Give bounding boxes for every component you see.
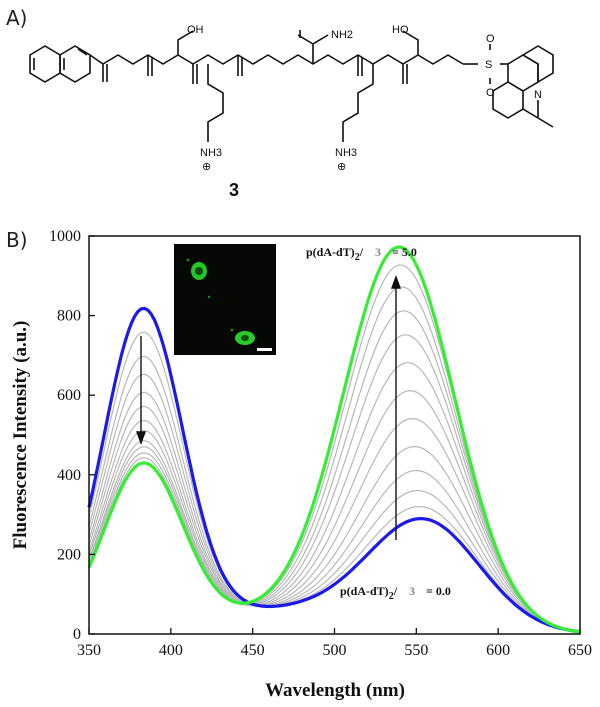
positive-charge-icon: ⊕ xyxy=(202,161,211,173)
x-tick-label: 500 xyxy=(323,642,347,659)
y-tick-label: 0 xyxy=(73,626,81,643)
y-axis-ticks: 0 200 400 600 800 1000 xyxy=(49,228,95,643)
spectrum-intermediate xyxy=(88,391,581,633)
dimethylamino-label: N xyxy=(534,89,542,101)
decrease-arrowhead xyxy=(136,431,146,446)
positive-charge-icon: ⊕ xyxy=(337,161,346,173)
spectrum-intermediate xyxy=(88,362,581,633)
chemical-structure: OH NH2 HO NH3 ⊕ NH3 ⊕ S O O N 3 xyxy=(29,24,554,200)
hydroxyl-label-1: OH xyxy=(187,24,204,36)
y-tick-label: 600 xyxy=(57,387,81,404)
spectrum-final xyxy=(87,245,581,634)
ammonium-label-2: NH3 xyxy=(335,147,357,159)
naphthalene-ring-2 xyxy=(59,45,91,83)
x-tick-label: 600 xyxy=(486,642,510,659)
spectrum-intermediate xyxy=(88,389,581,633)
sulfur-label: S xyxy=(485,59,492,71)
y-tick-label: 200 xyxy=(57,546,81,563)
scale-bar xyxy=(257,348,272,351)
fluorescence-chart: 350 400 450 500 550 600 650 02004006008001000 … xyxy=(10,228,592,701)
panel-b-label: B) xyxy=(6,228,28,252)
x-tick-label: 350 xyxy=(77,642,101,659)
x-axis-label: Wavelength (nm) xyxy=(265,680,405,701)
amide-nh2-label: NH2 xyxy=(331,29,353,41)
x-tick-label: 650 xyxy=(568,642,592,659)
compound-number: 3 xyxy=(229,180,239,200)
sulfonyl-oxygen-bottom: O xyxy=(486,87,495,99)
hydroxyl-label-2: HO xyxy=(392,24,409,36)
spectrum-intermediate xyxy=(88,331,581,633)
spectrum-intermediate xyxy=(88,405,581,633)
y-tick-label: 400 xyxy=(57,467,81,484)
spectrum-intermediate xyxy=(88,373,581,633)
annotation-ratio-initial: p(dA-dT)2/3 = 0.0 xyxy=(340,584,451,602)
panel-a-label: A) xyxy=(6,6,28,30)
x-tick-label: 550 xyxy=(404,642,428,659)
inset-micrograph xyxy=(174,244,276,355)
spectrum-intermediate xyxy=(88,355,581,633)
ammonium-label-1: NH3 xyxy=(200,147,222,159)
sulfonyl-oxygen-top: O xyxy=(486,33,495,45)
spectrum-initial xyxy=(87,306,581,634)
spectra-series xyxy=(87,245,581,634)
y-tick-label: 800 xyxy=(57,308,81,325)
x-tick-label: 400 xyxy=(159,642,183,659)
annotation-ratio-final: p(dA-dT)2/3 = 5.0 xyxy=(306,245,417,263)
increase-arrowhead xyxy=(391,274,401,289)
x-tick-label: 450 xyxy=(241,642,265,659)
x-axis-ticks: 350 400 450 500 550 600 650 xyxy=(77,628,592,659)
y-axis-label: Fluorescence Intensity (a.u.) xyxy=(10,321,31,550)
y-tick-label: 1000 xyxy=(49,228,81,245)
